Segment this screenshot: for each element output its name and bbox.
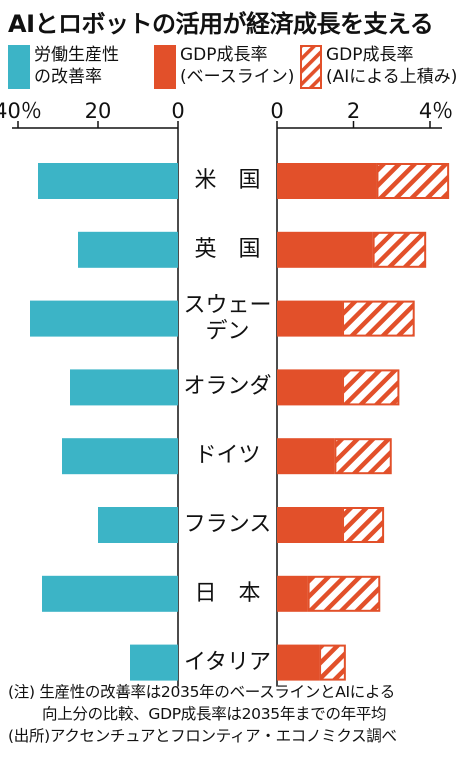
chart-title: AIとロボットの活用が経済成長を支える — [8, 10, 434, 38]
category-label: イタリア — [183, 649, 272, 675]
labor-productivity-bar — [78, 231, 178, 268]
labor-productivity-bar — [42, 575, 178, 612]
gdp-ai-uplift-bar — [334, 438, 392, 475]
category-label: ドイツ — [194, 443, 261, 469]
legend-labor-line2: の改善率 — [34, 67, 102, 87]
right-tick-label: 2 — [347, 99, 360, 123]
legend-gdp-base-swatch — [154, 45, 176, 89]
gdp-ai-uplift-bar — [342, 507, 385, 543]
gdp-ai-uplift-bar — [342, 369, 400, 406]
legend-ai-line1: GDP成長率 — [326, 45, 414, 65]
right-tick-label: 0 — [270, 99, 283, 123]
legend-ai-line2: (AIによる上積み) — [326, 67, 458, 87]
gdp-ai-uplift-bar — [342, 300, 415, 337]
category-label: 米 国 — [194, 168, 261, 193]
gdp-baseline-bar — [277, 644, 320, 681]
legend-base-line1: GDP成長率 — [180, 45, 268, 65]
legend-labor-swatch — [8, 45, 30, 89]
category-label: オランダ — [183, 374, 272, 400]
gdp-baseline-bar — [277, 575, 308, 612]
left-tick-label: 40％ — [0, 99, 42, 123]
category-label: スウェー デン — [183, 292, 272, 344]
source-line: (出所)アクセンチュアとフロンティア・エコノミクス調べ — [8, 727, 397, 745]
labor-productivity-bar — [30, 300, 178, 337]
labor-productivity-bar — [38, 163, 178, 199]
gdp-baseline-bar — [277, 369, 343, 406]
note-line1: (注) 生産性の改善率は2035年のベースラインとAIによる — [8, 683, 395, 701]
labor-productivity-bar — [70, 369, 178, 406]
category-label: フランス — [183, 512, 272, 537]
gdp-baseline-bar — [277, 231, 373, 268]
left-tick-label: 0 — [171, 99, 184, 123]
labor-productivity-bar — [98, 507, 178, 543]
note-line2: 向上分の比較、GDP成長率は2035年までの年平均 — [42, 705, 387, 723]
legend-base-line2: (ベースライン) — [180, 67, 295, 87]
legend-gdp-ai-label: GDP成長率 (AIによる上積み) — [326, 44, 457, 88]
labor-productivity-bar — [62, 438, 178, 475]
labor-productivity-bar — [130, 644, 178, 681]
gdp-ai-uplift-bar — [372, 231, 427, 268]
gdp-baseline-bar — [277, 300, 343, 337]
gdp-ai-uplift-bar — [376, 163, 450, 199]
legend-labor-line1: 労働生産性 — [34, 45, 119, 65]
left-tick-label: 20 — [85, 99, 112, 123]
legend-gdp-base-label: GDP成長率 (ベースライン) — [180, 44, 294, 88]
gdp-ai-uplift-bar — [319, 644, 346, 681]
legend-labor-label: 労働生産性 の改善率 — [34, 44, 119, 88]
right-tick-label: 4％ — [419, 99, 453, 123]
gdp-ai-uplift-bar — [307, 575, 381, 612]
legend-gdp-ai-swatch — [300, 45, 322, 89]
gdp-baseline-bar — [277, 438, 335, 475]
gdp-baseline-bar — [277, 507, 343, 543]
category-label: 日 本 — [194, 580, 261, 606]
gdp-baseline-bar — [277, 163, 377, 199]
category-label: 英 国 — [194, 236, 261, 262]
